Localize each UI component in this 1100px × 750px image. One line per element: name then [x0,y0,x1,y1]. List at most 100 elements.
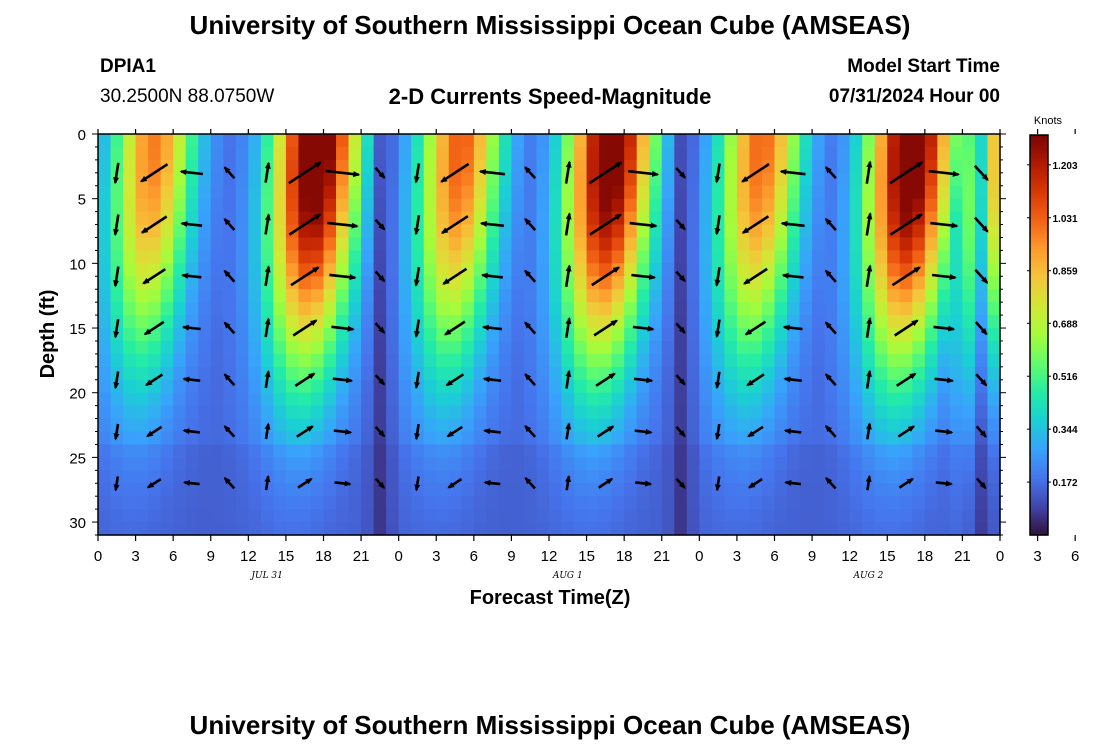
heatmap-cell [160,470,174,484]
heatmap-cell [511,328,525,342]
colorbar-segment [1030,387,1048,390]
heatmap-cell [549,457,563,471]
colorbar-tick-label: 0.516 [1052,372,1077,383]
heatmap-cell [235,159,249,174]
heatmap-cell [110,237,124,252]
heatmap-cell [461,328,475,342]
heatmap-cell [523,353,538,368]
heatmap-cell [386,328,400,342]
heatmap-cell [899,302,913,316]
current-arrow [374,218,386,231]
heatmap-cell [386,134,400,148]
heatmap-cell [386,509,400,523]
heatmap-cell [185,276,199,290]
heatmap-cell [160,392,174,407]
heatmap-cell [849,159,863,174]
heatmap-cell [937,185,951,200]
heatmap-cell [849,522,863,536]
heatmap-cell [248,211,262,226]
heatmap-cell [887,522,901,536]
heatmap-cell [736,250,751,264]
heatmap-cell [148,405,162,420]
heatmap-cell [473,276,487,290]
heatmap-cell [799,353,813,368]
current-arrow [113,423,120,441]
heatmap-cell [436,431,450,446]
heatmap-cell [624,483,638,497]
heatmap-cell [899,509,913,523]
heatmap-cell [160,328,174,342]
heatmap-cell [260,444,274,458]
heatmap-cell [511,457,525,471]
heatmap-cell [636,211,650,226]
heatmap-cell [235,483,249,497]
heatmap-cell [436,405,450,420]
heatmap-cell [561,172,575,187]
heatmap-cell [774,289,788,303]
heatmap-cell [123,289,137,303]
heatmap-cell [787,172,801,187]
heatmap-cell [574,250,588,264]
heatmap-cell [498,302,513,316]
colorbar-segment [1030,163,1048,166]
heatmap-cell [148,353,162,368]
x-tick-label: 21 [954,548,971,565]
current-arrow [440,215,469,234]
heatmap-cell [436,496,450,510]
heatmap-cell [336,340,350,355]
heatmap-cell [386,496,400,510]
heatmap-cell [862,483,876,497]
heatmap-cell [912,405,926,420]
heatmap-cell [248,470,262,484]
heatmap-cell [260,340,274,355]
heatmap-cell [887,328,901,342]
heatmap-cell [135,366,149,381]
heatmap-cell [862,405,876,420]
colorbar-segment [1030,313,1048,316]
heatmap-cell [774,483,788,497]
heatmap-cell [774,431,788,446]
colorbar-segment [1030,195,1048,198]
heatmap-cell [285,457,300,471]
heatmap-cell [160,198,174,213]
heatmap-cell [611,470,625,484]
heatmap-cell [724,483,738,497]
heatmap-cell [824,509,838,523]
colorbar-segment [1030,329,1048,332]
current-arrow [288,161,322,185]
heatmap-cell [787,263,801,277]
heatmap-cell [461,379,475,394]
heatmap-cell [536,211,550,226]
colorbar-segment [1030,171,1048,174]
heatmap-cell [699,444,713,458]
colorbar-segment [1030,181,1048,184]
heatmap-cell [812,522,826,536]
heatmap-cell [736,185,751,200]
heatmap-cell [987,289,1001,303]
heatmap-cell [812,289,826,303]
heatmap-cell [198,405,212,420]
current-arrow [629,221,658,229]
heatmap-cell [874,224,888,239]
heatmap-cell [536,496,550,510]
heatmap-cell [473,328,487,342]
heatmap-cell [148,509,162,523]
heatmap-cell [310,185,325,200]
heatmap-cell [260,237,274,252]
heatmap-cell [699,366,713,381]
heatmap-cell [210,470,224,484]
heatmap-cell [899,405,913,420]
heatmap-cell [386,431,400,446]
heatmap-cell [323,289,337,303]
heatmap-cell [561,198,575,213]
heatmap-cell [924,431,938,446]
heatmap-cell [749,444,763,458]
heatmap-cell [273,379,287,394]
current-vector-arrows [113,160,989,492]
heatmap-cell [812,263,826,277]
heatmap-cell [862,289,876,303]
x-tick-label: 12 [841,548,858,565]
current-arrow [413,319,421,339]
heatmap-cell [624,185,638,200]
heatmap-cell [285,146,300,161]
